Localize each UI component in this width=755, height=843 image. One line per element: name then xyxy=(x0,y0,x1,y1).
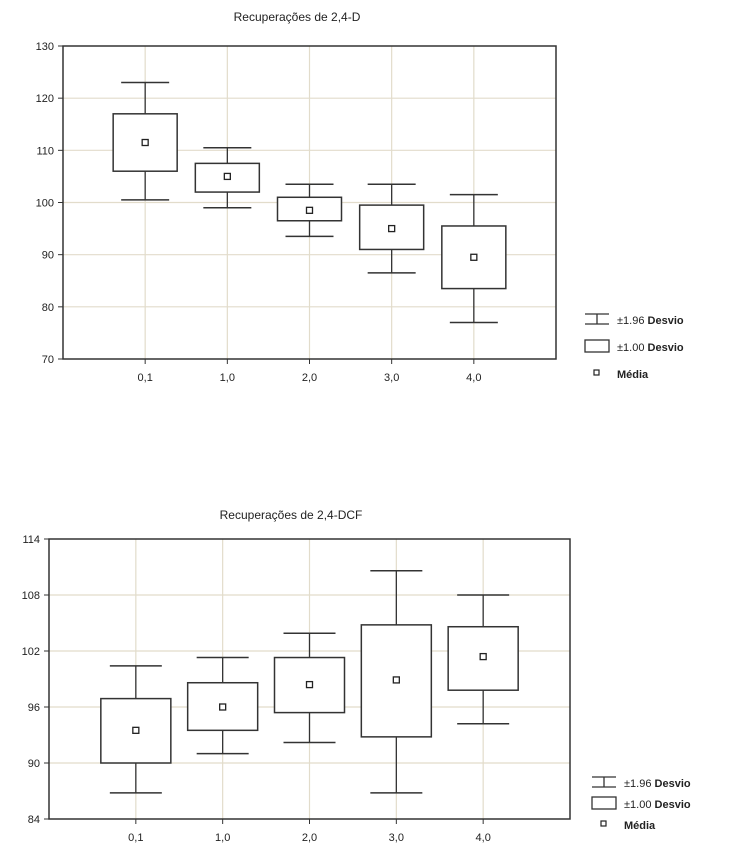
legend-symbol-box xyxy=(585,340,609,352)
mean-marker xyxy=(389,226,395,232)
y-tick-label: 120 xyxy=(36,93,54,105)
y-tick-label: 80 xyxy=(42,302,54,314)
legend-label: Média xyxy=(617,369,649,381)
y-tick-label: 84 xyxy=(28,814,40,826)
legend-label: ±1.96 Desvio xyxy=(624,778,691,790)
mean-marker xyxy=(471,254,477,260)
chart-2-4-dcf: Recuperações de 2,4-DCF 84 90 96 102 108 114 0… xyxy=(0,415,755,843)
y-tick-label: 90 xyxy=(28,758,40,770)
y-tick-label: 102 xyxy=(22,646,40,658)
legend-symbol-box xyxy=(592,797,616,809)
legend-label: Média xyxy=(624,820,656,832)
mean-marker xyxy=(220,704,226,710)
y-tick-label: 70 xyxy=(42,354,54,366)
chart-2-4-d: Recuperações de 2,4-D 70 80 90 100 110 120 130… xyxy=(0,0,755,415)
x-tick-label: 2,0 xyxy=(302,832,317,843)
x-tick-label: 4,0 xyxy=(466,372,481,384)
y-tick-label: 108 xyxy=(22,590,40,602)
y-tick-label: 114 xyxy=(22,534,40,546)
x-tick-label: 1,0 xyxy=(220,372,235,384)
x-tick-label: 3,0 xyxy=(384,372,399,384)
legend-label: ±1.96 Desvio xyxy=(617,315,684,327)
legend-label: ±1.00 Desvio xyxy=(617,342,684,354)
legend-label: ±1.00 Desvio xyxy=(624,799,691,811)
mean-marker xyxy=(480,654,486,660)
legend-symbol-mean xyxy=(594,370,599,375)
legend: ±1.96 Desvio ±1.00 Desvio Média xyxy=(585,314,684,381)
y-tick-label: 130 xyxy=(36,41,54,53)
x-tick-label: 1,0 xyxy=(215,832,230,843)
x-tick-label: 4,0 xyxy=(476,832,491,843)
x-tick-label: 3,0 xyxy=(389,832,404,843)
mean-marker xyxy=(307,207,313,213)
mean-marker xyxy=(142,140,148,146)
mean-marker xyxy=(307,682,313,688)
x-tick-label: 2,0 xyxy=(302,372,317,384)
y-tick-label: 90 xyxy=(42,250,54,262)
y-tick-label: 96 xyxy=(28,702,40,714)
legend-symbol-mean xyxy=(601,821,606,826)
mean-marker xyxy=(393,677,399,683)
x-tick-label: 0,1 xyxy=(138,372,153,384)
mean-marker xyxy=(133,727,139,733)
chart-title: Recuperações de 2,4-DCF xyxy=(220,508,363,522)
x-tick-label: 0,1 xyxy=(128,832,143,843)
mean-marker xyxy=(224,173,230,179)
y-tick-label: 100 xyxy=(36,198,54,210)
legend: ±1.96 Desvio ±1.00 Desvio Média xyxy=(592,777,691,832)
y-tick-label: 110 xyxy=(36,145,54,157)
chart-title: Recuperações de 2,4-D xyxy=(234,10,361,24)
